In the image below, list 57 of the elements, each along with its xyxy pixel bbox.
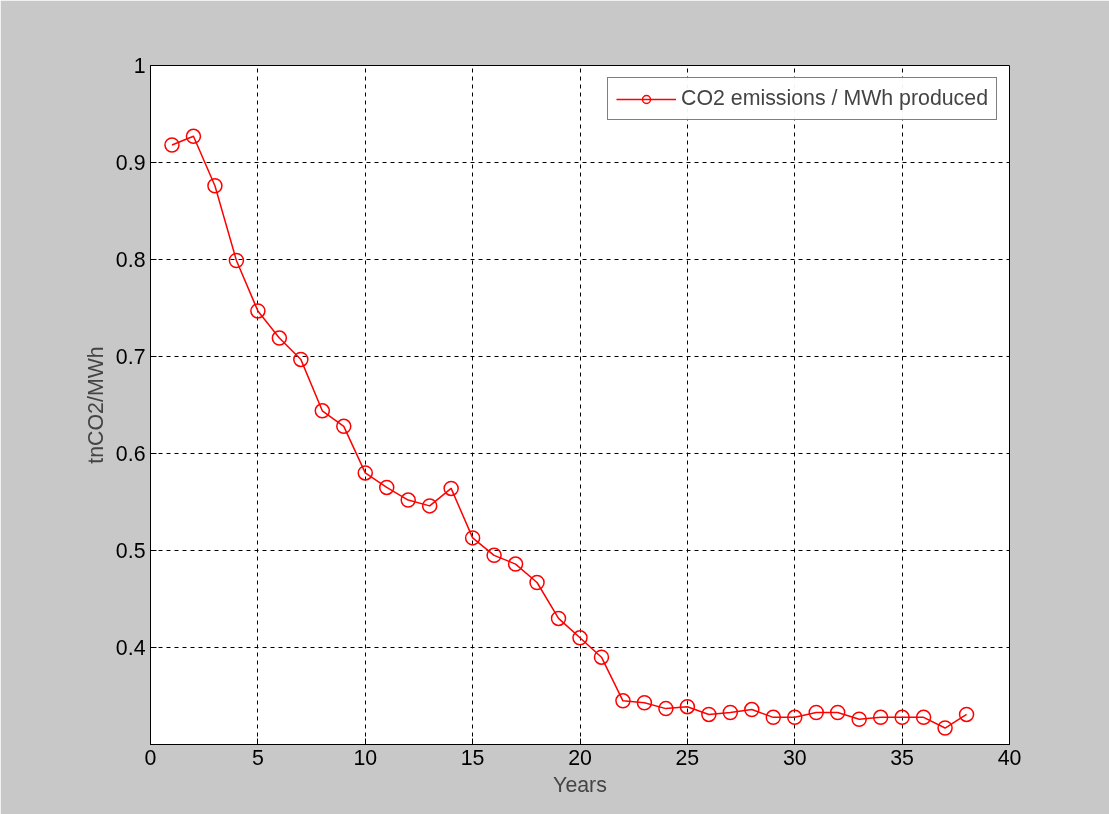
y-tick-label: 0.6	[115, 442, 146, 466]
point	[958, 706, 975, 723]
x-axis-title: Years	[553, 772, 607, 797]
point	[722, 704, 739, 721]
point	[679, 698, 696, 715]
y-tick-label: 0.4	[115, 636, 146, 660]
point	[486, 547, 502, 564]
point	[658, 700, 674, 717]
point	[185, 128, 202, 145]
point	[250, 303, 266, 319]
point	[357, 465, 373, 481]
x-tick-label: 20	[568, 745, 592, 770]
point	[915, 709, 932, 726]
point	[164, 137, 180, 153]
x-tick-label: 0	[144, 745, 157, 770]
x-tick-label: 40	[997, 745, 1022, 770]
legend-label: CO2 emissions / MWh produced	[681, 86, 988, 111]
y-tick-label: 0.5	[115, 539, 146, 563]
point	[808, 704, 824, 721]
point	[464, 530, 481, 546]
x-tick-label: 30	[782, 745, 807, 770]
point	[443, 480, 459, 497]
x-tick-label: 5	[251, 745, 264, 770]
x-tick-label: 25	[675, 745, 700, 770]
point	[744, 701, 760, 718]
point	[550, 610, 567, 627]
y-tick-label: 1	[133, 54, 146, 78]
point	[701, 706, 717, 723]
point	[293, 351, 309, 368]
point	[872, 709, 889, 726]
point	[507, 556, 524, 572]
point	[615, 693, 631, 709]
point	[314, 403, 331, 419]
point	[636, 695, 653, 711]
point	[421, 498, 438, 514]
point	[894, 709, 910, 726]
point	[787, 709, 803, 726]
point	[378, 479, 395, 496]
point	[207, 178, 223, 194]
x-tick-label: 35	[890, 745, 914, 770]
y-tick-label: 0.7	[115, 345, 146, 369]
point	[529, 574, 545, 591]
point	[572, 630, 588, 646]
point	[851, 711, 867, 728]
x-tick-label: 15	[460, 745, 485, 770]
y-tick-label: 0.8	[115, 248, 146, 272]
point	[271, 330, 288, 346]
point	[336, 418, 352, 435]
x-tick-label: 10	[353, 745, 378, 770]
point	[765, 709, 782, 726]
point	[228, 252, 245, 269]
y-axis-title: tnCO2/MWh	[83, 346, 108, 464]
point	[829, 704, 846, 721]
point	[593, 649, 610, 665]
point	[400, 492, 416, 508]
point	[937, 720, 953, 736]
y-tick-label: 0.9	[115, 151, 146, 175]
